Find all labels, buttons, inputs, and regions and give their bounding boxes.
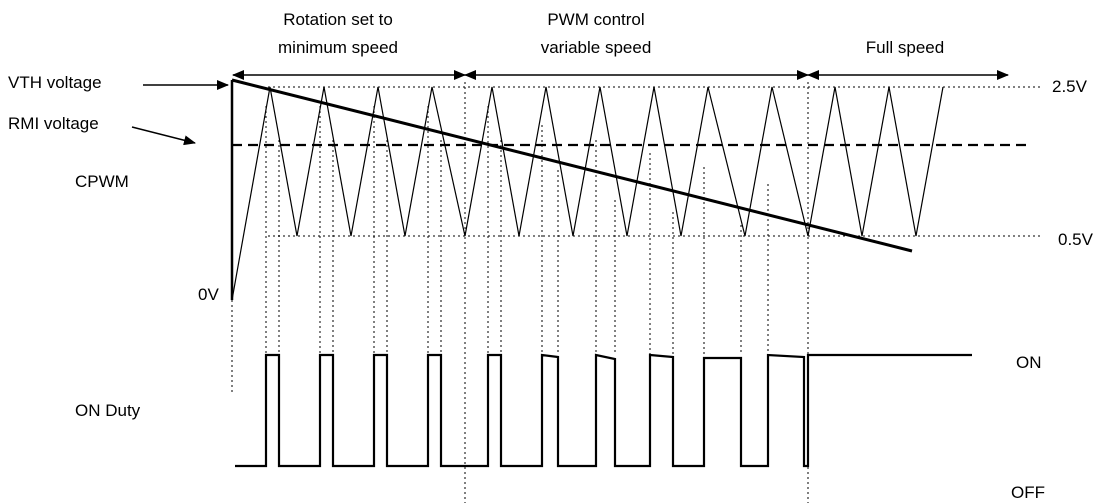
vth-voltage-ramp (231, 78, 913, 253)
on-level-label: ON (1016, 353, 1042, 372)
vth-voltage-label: VTH voltage (8, 73, 102, 92)
projection-lines (265, 106, 769, 355)
on-duty-pulse-wave (235, 353, 972, 468)
section-3-title: Full speed (866, 38, 944, 57)
section-1-title-line2: minimum speed (278, 38, 398, 57)
rmi-voltage-label: RMI voltage (8, 114, 99, 133)
level-0-5v-label: 0.5V (1058, 230, 1094, 249)
cpwm-label: CPWM (75, 172, 129, 191)
section-1-title-line1: Rotation set to (283, 10, 393, 29)
zero-volt-label: 0V (198, 285, 219, 304)
section-2-title-line1: PWM control (547, 10, 644, 29)
cpwm-triangle-wave (231, 86, 944, 301)
off-level-label: OFF (1011, 483, 1045, 502)
section-2-title-line2: variable speed (541, 38, 652, 57)
on-duty-label: ON Duty (75, 401, 141, 420)
rmi-pointer-arrow (131, 126, 196, 146)
level-2-5v-label: 2.5V (1052, 77, 1088, 96)
